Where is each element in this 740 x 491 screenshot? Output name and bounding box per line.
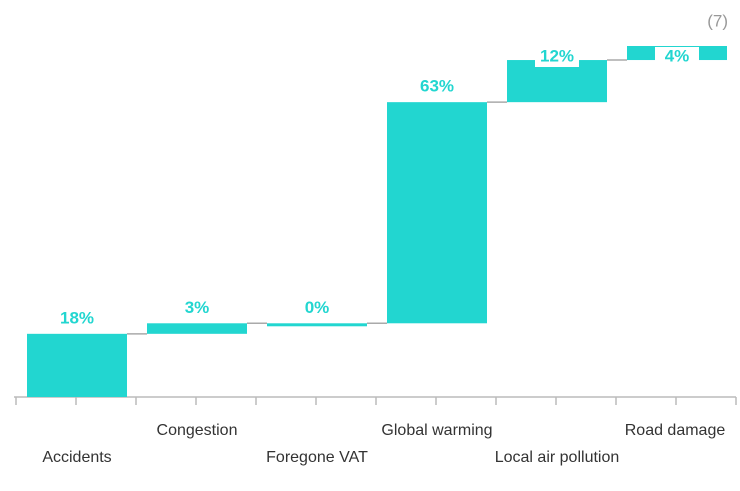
x-tick-label: Global warming: [381, 422, 493, 439]
value-label: 4%: [665, 46, 690, 65]
label-bg: [295, 298, 339, 319]
x-tick-label: Local air pollution: [494, 449, 620, 466]
x-tick-label: Road damage: [624, 422, 726, 439]
bar: [507, 60, 607, 103]
label-bg: [655, 47, 699, 67]
bar: [387, 102, 487, 324]
bar: [27, 333, 127, 397]
label-bg: [535, 47, 579, 67]
value-label: 3%: [185, 298, 210, 317]
value-label: 18%: [60, 308, 94, 327]
x-tick-label: Accidents: [42, 449, 112, 466]
bar: [147, 323, 247, 334]
bar: [267, 323, 367, 327]
x-tick-label: Congestion: [156, 422, 238, 439]
label-bg: [415, 77, 459, 98]
value-label: 12%: [540, 46, 574, 65]
label-bg: [55, 308, 99, 329]
x-tick-label: Foregone VAT: [266, 449, 368, 466]
value-label: 0%: [305, 298, 330, 317]
label-bg: [175, 298, 219, 319]
annotation: (7): [707, 11, 728, 30]
value-label: 63%: [420, 77, 454, 96]
